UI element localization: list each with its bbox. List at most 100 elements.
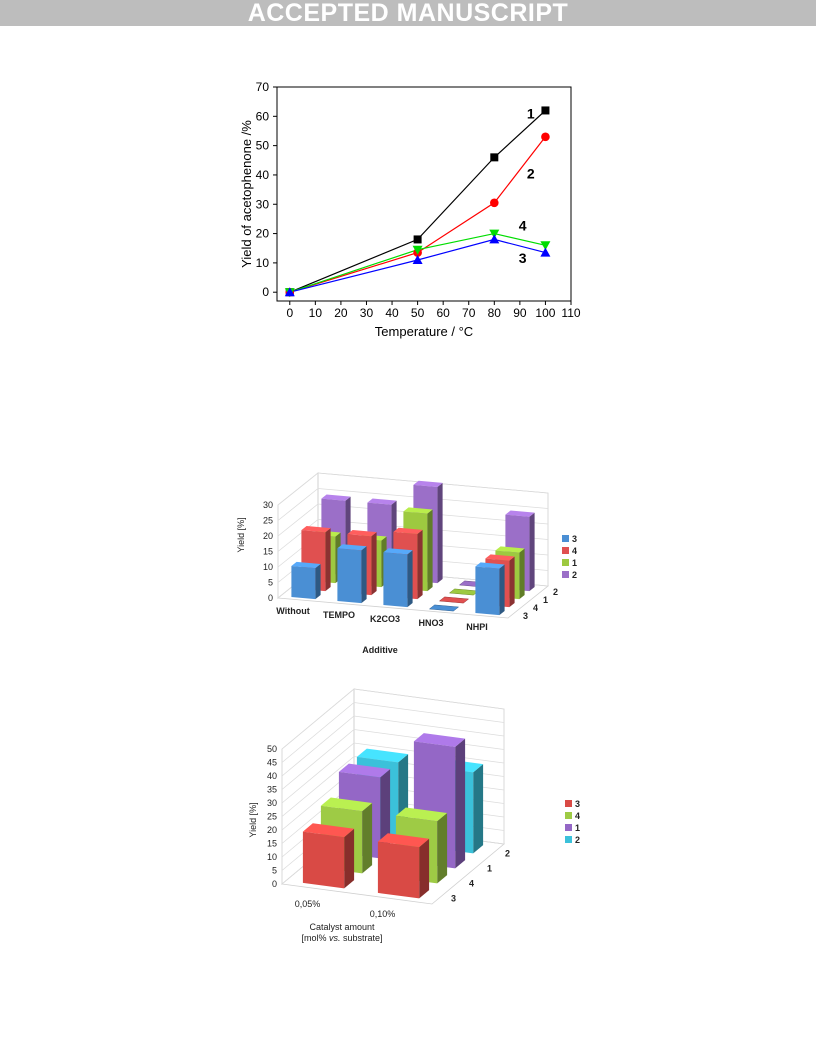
bar-2-4-top bbox=[505, 510, 535, 517]
x-axis-label: Temperature / °C bbox=[375, 324, 473, 339]
bar-2-1-side bbox=[473, 764, 484, 854]
y-tick-label-7: 35 bbox=[267, 785, 277, 795]
series-1-point-3 bbox=[541, 106, 550, 115]
bar-3-2 bbox=[383, 552, 408, 608]
bar-4-1-top bbox=[347, 530, 377, 537]
y-tick-label-0: 0 bbox=[268, 593, 273, 603]
bar-1-1-top bbox=[413, 733, 466, 747]
y-tick-label-2: 10 bbox=[263, 562, 273, 572]
category-label-3: HNO3 bbox=[418, 618, 443, 628]
gridline-8 bbox=[281, 715, 505, 777]
legend-swatch-4 bbox=[562, 547, 569, 554]
bar-3-1-side bbox=[419, 838, 430, 899]
legend-label-3: 3 bbox=[575, 799, 580, 809]
x-axis-label-line2-post: substrate] bbox=[341, 933, 383, 943]
series-line-1 bbox=[289, 110, 546, 293]
bar-1-1-side bbox=[455, 738, 466, 869]
bar-3-0-top bbox=[302, 823, 355, 838]
series-4-point-2 bbox=[489, 229, 500, 239]
bar-4-0-side bbox=[362, 803, 373, 874]
y-tick-label-7: 70 bbox=[256, 80, 270, 94]
x-tick-label-1: 10 bbox=[309, 306, 323, 320]
y-axis-label: Yield [%] bbox=[236, 517, 246, 552]
bar-4-4-top bbox=[485, 554, 515, 561]
depth-label-1: 4 bbox=[533, 603, 538, 613]
y-tick-label-3: 30 bbox=[256, 197, 270, 211]
gridline-3 bbox=[277, 519, 549, 552]
bar-4-0-top bbox=[301, 526, 331, 533]
bar-4-1-side bbox=[371, 532, 377, 596]
bar-2-4-side bbox=[529, 512, 535, 592]
gridline-6 bbox=[277, 472, 549, 506]
depth-label-3: 2 bbox=[553, 587, 558, 597]
y-tick-label-0: 0 bbox=[262, 285, 269, 299]
series-4-point-1 bbox=[412, 245, 423, 255]
legend-label-1: 1 bbox=[572, 558, 577, 568]
series-label-1: 1 bbox=[527, 105, 535, 121]
x-axis-label: Catalyst amount bbox=[309, 922, 375, 932]
y-tick-label-5: 50 bbox=[256, 139, 270, 153]
y-tick-label-0: 0 bbox=[272, 879, 277, 889]
bar-1-2-side bbox=[427, 509, 433, 592]
bar-4-4-side bbox=[509, 556, 515, 608]
x-axis-label-line2-pre: [mol% bbox=[301, 933, 329, 943]
bar-3-4-side bbox=[499, 564, 505, 616]
series-line-2 bbox=[289, 136, 546, 293]
y-tick-label-4: 40 bbox=[256, 168, 270, 182]
y-tick-label-4: 20 bbox=[263, 531, 273, 541]
y-tick-label-5: 25 bbox=[267, 812, 277, 822]
series-4-point-3 bbox=[540, 241, 551, 251]
bar-1-4-side bbox=[519, 548, 525, 600]
series-label-4: 4 bbox=[519, 218, 527, 234]
bar-3-1 bbox=[377, 841, 420, 899]
y-tick-label-6: 30 bbox=[263, 500, 273, 510]
x-tick-label-0: 0 bbox=[286, 306, 293, 320]
legend-swatch-2 bbox=[562, 571, 569, 578]
y-tick-label-10: 50 bbox=[267, 744, 277, 754]
x-tick-label-2: 20 bbox=[334, 306, 348, 320]
bar-1-2-top bbox=[403, 507, 433, 514]
bar-3-0-side bbox=[315, 564, 321, 600]
bar-3-4 bbox=[475, 566, 500, 616]
x-tick-label-10: 100 bbox=[535, 306, 555, 320]
bar-4-1-side bbox=[437, 813, 448, 884]
y-tick-label-1: 10 bbox=[256, 256, 270, 270]
gridline-10 bbox=[281, 688, 505, 750]
bar-4-2-top bbox=[393, 527, 423, 534]
gridline-4 bbox=[277, 503, 549, 537]
x-axis-label-line2-em: vs. bbox=[329, 933, 341, 943]
bar-2-0-top bbox=[356, 748, 409, 763]
legend-label-4: 4 bbox=[575, 811, 580, 821]
catalyst-bar-chart: 0 5 10 15 20 25 30 35 40 45 50 Yield [%] 0,05% 0,10% 3… bbox=[248, 688, 580, 943]
y-tick-label-2: 20 bbox=[256, 227, 270, 241]
bar-4-1-top bbox=[395, 807, 448, 822]
x-tick-label-7: 70 bbox=[462, 306, 476, 320]
series-label-3: 3 bbox=[519, 250, 527, 266]
legend-swatch-2 bbox=[565, 836, 572, 843]
banner-text: ACCEPTED MANUSCRIPT bbox=[247, 0, 569, 27]
depth-label-3: 2 bbox=[505, 849, 510, 859]
category-label-0: 0,05% bbox=[295, 899, 321, 909]
plot-frame bbox=[276, 86, 572, 302]
bar-3-1-side bbox=[361, 546, 367, 604]
x-axis-label-line2: [mol% vs. substrate] bbox=[301, 933, 382, 943]
y-tick-label-3: 15 bbox=[267, 839, 277, 849]
category-label-1: TEMPO bbox=[323, 610, 355, 620]
x-tick-label-8: 80 bbox=[488, 306, 502, 320]
y-axis-label: Yield [%] bbox=[248, 802, 258, 837]
bar-4-3-flat bbox=[438, 596, 470, 604]
bar-3-2-side bbox=[407, 550, 413, 608]
depth-label-1: 4 bbox=[469, 879, 474, 889]
y-tick-label-5: 25 bbox=[263, 516, 273, 526]
legend-label-2: 2 bbox=[575, 835, 580, 845]
x-tick-label-4: 40 bbox=[385, 306, 399, 320]
bar-3-0-side bbox=[344, 828, 355, 889]
depth-label-0: 3 bbox=[523, 611, 528, 621]
bar-3-3-flat bbox=[428, 604, 460, 612]
bar-2-2-side bbox=[437, 482, 443, 584]
x-tick-label-3: 30 bbox=[360, 306, 374, 320]
bar-1-0-top bbox=[338, 763, 391, 778]
bar-2-1-top bbox=[367, 498, 397, 505]
additive-bar-chart: 0 5 10 15 20 25 30 Yield [%] Without TEMPO K2CO3 HN… bbox=[236, 472, 577, 655]
bar-3-0-top bbox=[291, 561, 321, 569]
